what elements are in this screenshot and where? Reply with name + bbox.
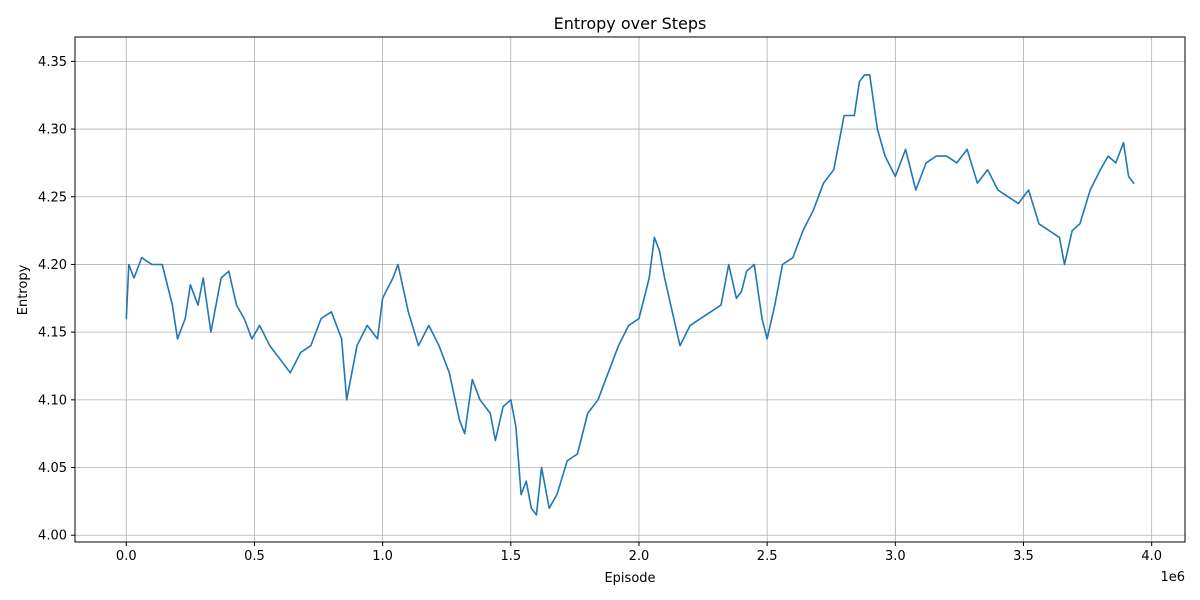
x-tick-label: 4.0 bbox=[1141, 549, 1162, 564]
entropy-series-line bbox=[125, 74, 1135, 516]
y-axis-label: Entropy bbox=[16, 264, 31, 315]
plot-frame bbox=[74, 36, 1186, 543]
y-tick-label: 4.10 bbox=[38, 393, 67, 408]
x-tick-label: 3.0 bbox=[885, 549, 906, 564]
y-tick-label: 4.00 bbox=[38, 529, 67, 544]
y-axis: 4.00 4.05 4.10 4.15 4.20 4.25 4.30 4.35 bbox=[38, 55, 75, 544]
x-tick-label: 0.5 bbox=[244, 549, 265, 564]
chart-title: Entropy over Steps bbox=[554, 14, 707, 33]
x-axis-label: Episode bbox=[604, 571, 655, 586]
grid bbox=[75, 37, 1185, 542]
y-tick-label: 4.25 bbox=[38, 190, 67, 205]
x-tick-label: 2.0 bbox=[629, 549, 650, 564]
series-layer bbox=[125, 74, 1135, 516]
x-tick-label: 3.5 bbox=[1013, 549, 1034, 564]
x-axis: 0.0 0.5 1.0 1.5 2.0 2.5 3.0 3.5 4.0 bbox=[116, 542, 1162, 564]
y-tick-label: 4.05 bbox=[38, 461, 67, 476]
x-tick-label: 1.5 bbox=[500, 549, 521, 564]
x-axis-offset-label: 1e6 bbox=[1160, 570, 1185, 585]
y-tick-label: 4.35 bbox=[38, 55, 67, 70]
x-tick-label: 2.5 bbox=[757, 549, 778, 564]
y-tick-label: 4.20 bbox=[38, 258, 67, 273]
y-tick-label: 4.30 bbox=[38, 123, 67, 138]
x-tick-label: 1.0 bbox=[372, 549, 393, 564]
x-tick-label: 0.0 bbox=[116, 549, 137, 564]
y-tick-label: 4.15 bbox=[38, 326, 67, 341]
